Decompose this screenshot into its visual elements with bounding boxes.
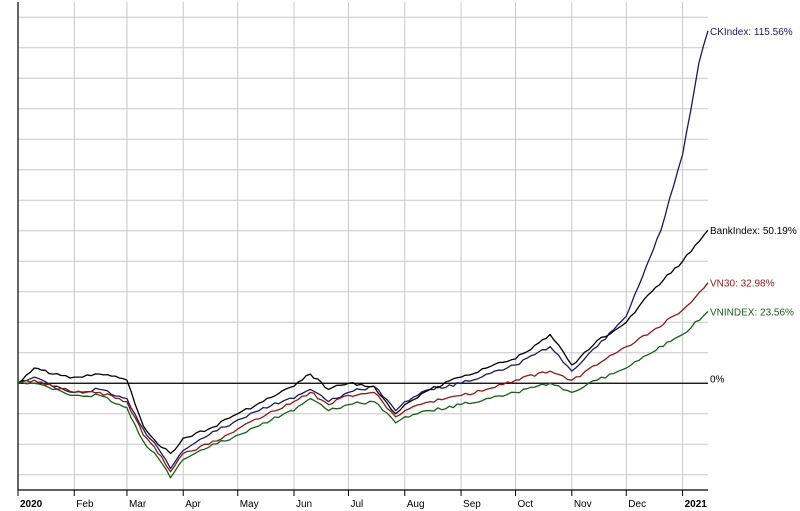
- x-tick-label: Sep: [463, 499, 481, 510]
- axes: [17, 2, 708, 491]
- x-tick-label: Oct: [518, 499, 534, 510]
- series-line-bankindex: [17, 229, 709, 455]
- series-label-vn30: VN30: 32.98%: [710, 279, 775, 290]
- gridlines: [17, 2, 708, 490]
- series-line-vnindex: [17, 310, 709, 479]
- series-line-ckindex: [17, 30, 709, 470]
- x-tick-label: Nov: [574, 499, 592, 510]
- x-tick-label: Jul: [350, 499, 363, 510]
- series-lines: [17, 30, 709, 479]
- series-line-vn30: [17, 282, 709, 473]
- x-tick-label: Jun: [296, 499, 312, 510]
- x-tick-label: Apr: [185, 499, 201, 510]
- series-end-labels: CKIndex: 115.56% BankIndex: 50.19% VN30: 3…: [710, 27, 797, 319]
- series-label-ckindex: CKIndex: 115.56%: [710, 27, 793, 38]
- x-axis-ticks: 2020 Feb Mar Apr May Jun Jul Aug Sep Oct Nov Dec 202…: [17, 490, 708, 510]
- zero-percent-label: 0%: [710, 374, 725, 385]
- x-tick-label: Feb: [76, 499, 94, 510]
- x-tick-label: Aug: [407, 499, 425, 510]
- series-label-bankindex: BankIndex: 50.19%: [710, 226, 797, 237]
- x-tick-label: May: [240, 499, 259, 510]
- x-tick-label: Mar: [129, 499, 147, 510]
- x-tick-label: Dec: [628, 499, 646, 510]
- x-tick-label: 2021: [685, 499, 708, 510]
- x-tick-label: 2020: [20, 499, 43, 510]
- series-label-vnindex: VNINDEX: 23.56%: [710, 307, 794, 318]
